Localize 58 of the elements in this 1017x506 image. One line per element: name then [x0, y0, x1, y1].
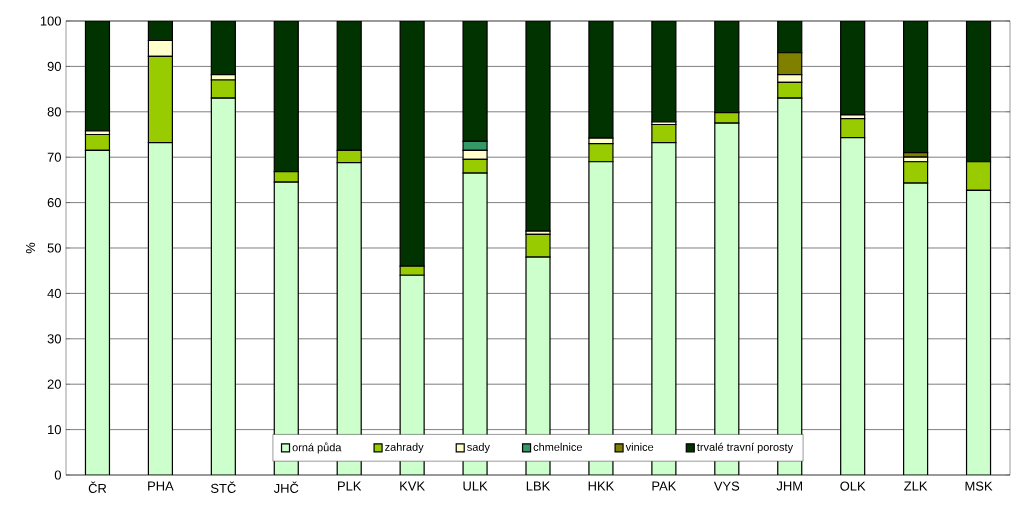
bar: [147, 142, 173, 475]
y-tick-label: 20: [47, 379, 61, 389]
y-tick-label: 60: [47, 198, 61, 208]
y-axis-title: %: [25, 242, 36, 254]
y-tick-label: 90: [47, 61, 61, 71]
x-tick-label: JHČ: [273, 481, 299, 493]
bar: [462, 21, 488, 142]
x-tick-label: OLK: [840, 481, 866, 491]
x-tick-label: KVK: [400, 481, 425, 491]
legend-label: orná půda: [292, 442, 342, 454]
bar: [588, 21, 614, 139]
bar: [777, 21, 803, 54]
bar: [525, 233, 551, 258]
y-tick-label: 10: [48, 425, 61, 435]
x-tick-label: PAK: [652, 481, 677, 491]
bar: [903, 182, 929, 475]
legend-label: trvalé travní porosty: [697, 442, 794, 454]
y-tick-label: 0: [54, 470, 61, 480]
y-tick-label: 40: [47, 288, 61, 298]
x-tick-label: HKK: [588, 481, 615, 491]
bar: [273, 171, 299, 183]
bar: [273, 21, 299, 173]
bar: [525, 21, 551, 232]
legend-label: vinice: [625, 442, 654, 451]
legend-label: chmelnice: [533, 442, 582, 451]
bar: [840, 118, 866, 139]
x-tick-label: ZLK: [904, 481, 928, 491]
bar: [84, 149, 111, 475]
bar: [965, 189, 992, 475]
bar: [336, 21, 362, 151]
bar: [903, 161, 929, 184]
x-tick-label: ULK: [463, 481, 488, 491]
x-tick-label: ČR: [88, 481, 107, 493]
bar: [903, 21, 929, 154]
bar: [651, 21, 677, 123]
bar: [651, 123, 677, 144]
legend-label: zahrady: [385, 442, 424, 454]
x-tick-label: LBK: [526, 481, 551, 491]
x-tick-label: JHM: [776, 481, 802, 491]
bar: [840, 21, 866, 116]
bar: [210, 21, 236, 76]
y-tick-label: 100: [40, 16, 61, 26]
y-tick-label: 50: [47, 243, 61, 253]
bar: [965, 21, 992, 163]
bar: [840, 137, 866, 475]
y-tick-label: 70: [47, 152, 61, 162]
bar: [399, 21, 425, 267]
bar: [84, 21, 111, 132]
x-tick-label: VYS: [713, 481, 740, 491]
y-tick-label: 30: [47, 334, 61, 344]
x-tick-label: MSK: [965, 481, 993, 491]
y-tick-label: 80: [47, 107, 61, 117]
legend-label: sady: [467, 442, 490, 454]
x-tick-label: STČ: [210, 481, 236, 493]
x-tick-label: PHA: [148, 481, 174, 491]
x-tick-label: PLK: [338, 481, 362, 491]
bar: [210, 97, 236, 475]
bar: [714, 21, 740, 114]
